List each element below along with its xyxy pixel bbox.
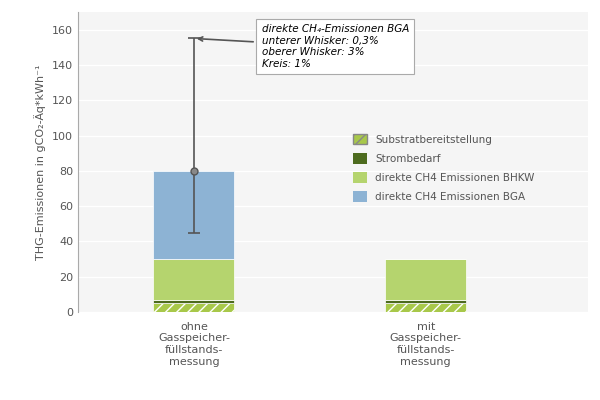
Legend: Substratbereitstellung, Strombedarf, direkte CH4 Emissionen BHKW, direkte CH4 Em: Substratbereitstellung, Strombedarf, dir… xyxy=(349,130,539,206)
Bar xyxy=(385,259,466,300)
Text: direkte CH₄-Emissionen BGA
unterer Whisker: 0,3%
oberer Whisker: 3%
Kreis: 1%: direkte CH₄-Emissionen BGA unterer Whisk… xyxy=(199,24,409,69)
Bar xyxy=(154,300,235,303)
Bar xyxy=(385,300,466,303)
Bar xyxy=(385,303,466,312)
Bar xyxy=(154,259,235,300)
Y-axis label: THG-Emissionen in gCO₂-Äq*kWh⁻¹: THG-Emissionen in gCO₂-Äq*kWh⁻¹ xyxy=(35,64,46,260)
Bar xyxy=(154,171,235,259)
Bar xyxy=(154,303,235,312)
